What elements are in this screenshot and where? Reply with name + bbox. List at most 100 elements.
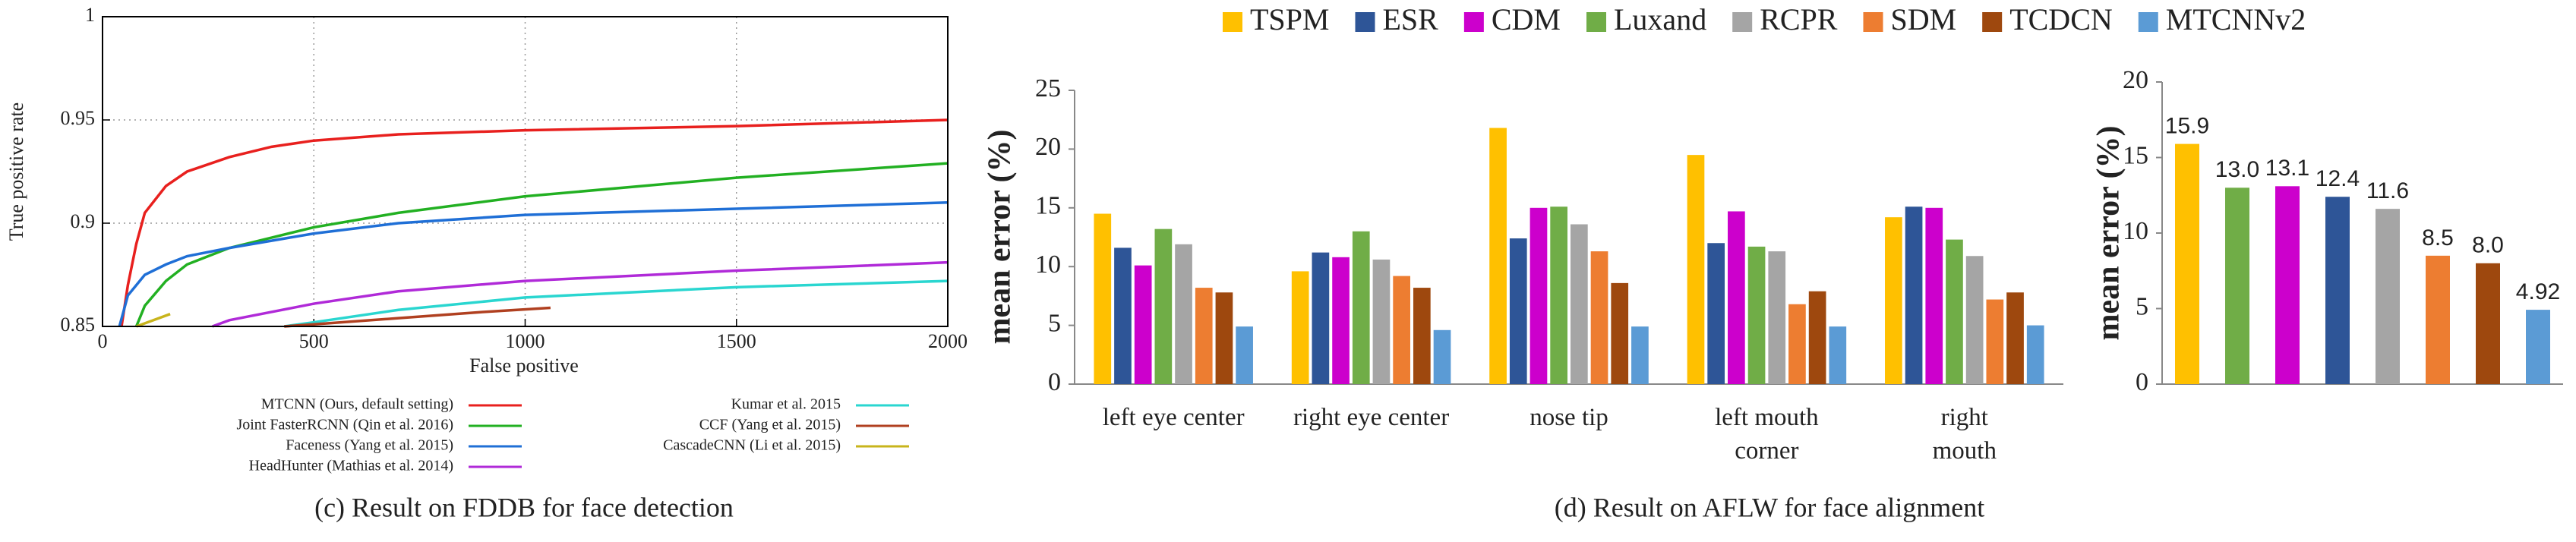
bar bbox=[2325, 197, 2350, 384]
value-label: 13.1 bbox=[2265, 156, 2309, 181]
line bbox=[284, 279, 949, 328]
bar bbox=[1728, 211, 1745, 384]
x-tick-label: left eye center bbox=[1102, 404, 1245, 431]
x-axis-label: False positive bbox=[469, 355, 579, 377]
bar bbox=[1965, 256, 1984, 384]
value-label: 12.4 bbox=[2316, 166, 2360, 191]
bar bbox=[1114, 247, 1132, 384]
y-tick-label: 5 bbox=[1048, 309, 1061, 337]
y-tick-label: 1 bbox=[85, 4, 95, 26]
y-tick-label: 0.95 bbox=[61, 107, 96, 129]
legend-label: CCF (Yang et al. 2015) bbox=[699, 417, 841, 433]
y-tick-label: 10 bbox=[1035, 251, 1061, 279]
x-tick-label-box: left eye center bbox=[1102, 404, 1245, 431]
y-axis-label: mean error (%) bbox=[2091, 125, 2126, 340]
y-axis-label: True positive rate bbox=[5, 102, 27, 241]
legend-swatch bbox=[1586, 12, 1606, 32]
bar bbox=[1215, 292, 1233, 384]
legend-label: Kumar et al. 2015 bbox=[731, 396, 841, 413]
bar bbox=[2026, 325, 2044, 384]
y-tick-label: 5 bbox=[2136, 292, 2148, 320]
legend-label: MTCNN (Ours, default setting) bbox=[261, 396, 453, 413]
bar bbox=[1946, 239, 1963, 384]
legend-swatch bbox=[1223, 12, 1242, 32]
line bbox=[120, 118, 949, 327]
y-tick-label: 10 bbox=[2123, 217, 2148, 245]
legend-swatch bbox=[1732, 12, 1753, 32]
bar bbox=[1550, 206, 1567, 384]
y-tick-label: 0.85 bbox=[61, 314, 96, 336]
bar bbox=[1195, 288, 1213, 384]
legend-label: RCPR bbox=[1760, 2, 1838, 36]
bar bbox=[1433, 329, 1451, 384]
bar bbox=[1094, 213, 1112, 384]
line bbox=[212, 260, 949, 328]
legend-label: CascadeCNN (Li et al. 2015) bbox=[663, 437, 841, 454]
caption: (c) Result on FDDB for face detection bbox=[314, 492, 734, 522]
line bbox=[134, 162, 949, 327]
legend-label: CDM bbox=[1492, 2, 1561, 36]
bar bbox=[1236, 326, 1253, 384]
bar bbox=[1747, 246, 1766, 384]
x-tick-label: 1000 bbox=[506, 330, 545, 352]
bar bbox=[2426, 255, 2450, 384]
bar bbox=[2526, 310, 2550, 384]
y-tick-label: 20 bbox=[2123, 66, 2148, 94]
bar bbox=[1352, 231, 1370, 384]
x-tick-label: 2000 bbox=[928, 330, 968, 352]
bar bbox=[2275, 186, 2300, 384]
legend-label: SDM bbox=[1890, 2, 1956, 36]
bar bbox=[1175, 244, 1192, 384]
line bbox=[284, 306, 551, 328]
value-label: 8.5 bbox=[2422, 225, 2454, 251]
legend-label: ESR bbox=[1383, 2, 1439, 36]
bar bbox=[1590, 251, 1608, 384]
bar bbox=[1631, 326, 1649, 384]
x-tick-label: 500 bbox=[299, 330, 329, 352]
bar bbox=[1768, 251, 1786, 384]
y-tick-label: 0 bbox=[2136, 368, 2148, 396]
bar bbox=[1925, 207, 1943, 384]
legend-label: Luxand bbox=[1614, 2, 1706, 36]
y-axis-label: mean error (%) bbox=[983, 129, 1018, 344]
legend-label: TSPM bbox=[1250, 2, 1330, 36]
plot-frame bbox=[102, 16, 949, 327]
x-tick-label: nose tip bbox=[1530, 404, 1608, 431]
bar bbox=[1312, 252, 1330, 384]
bar bbox=[1134, 265, 1152, 384]
bar bbox=[1530, 207, 1548, 384]
x-tick-label: 0 bbox=[98, 330, 108, 352]
bar bbox=[1986, 299, 2004, 384]
bar bbox=[1687, 155, 1705, 384]
legend-label: HeadHunter (Mathias et al. 2014) bbox=[249, 458, 453, 474]
x-tick-label-box: right eye center bbox=[1293, 404, 1450, 431]
x-tick-label: right mouth corner bbox=[1932, 404, 1997, 477]
legend-swatch bbox=[1355, 12, 1375, 32]
y-tick-label: 15 bbox=[1035, 192, 1061, 220]
legend-label: Joint FasterRCNN (Qin et al. 2016) bbox=[236, 417, 453, 433]
bar bbox=[2225, 187, 2249, 385]
caption: (d) Result on AFLW for face alignment bbox=[1555, 492, 1985, 522]
y-tick-label: 20 bbox=[1035, 133, 1061, 161]
line bbox=[135, 313, 171, 328]
x-tick-label-box: left mouth corner bbox=[1715, 404, 1819, 465]
bar bbox=[2006, 292, 2024, 384]
bar bbox=[2476, 263, 2500, 384]
x-tick-label: right eye center bbox=[1293, 404, 1450, 431]
x-tick-label: 1500 bbox=[717, 330, 756, 352]
bar bbox=[1413, 288, 1431, 384]
legend-label: MTCNNv2 bbox=[2166, 2, 2306, 36]
bar bbox=[1808, 291, 1826, 384]
bar bbox=[1154, 228, 1173, 384]
line bbox=[118, 201, 949, 327]
bar bbox=[1788, 304, 1806, 384]
y-tick-label: 15 bbox=[2123, 141, 2148, 169]
legend-swatch bbox=[1863, 12, 1883, 32]
bar bbox=[2175, 143, 2199, 384]
bar bbox=[1571, 224, 1588, 384]
bar bbox=[1885, 217, 1902, 384]
bar bbox=[1707, 243, 1725, 384]
bar bbox=[1332, 257, 1350, 384]
bar bbox=[1393, 276, 1410, 384]
